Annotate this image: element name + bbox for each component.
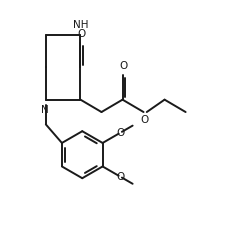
Text: O: O [141, 115, 149, 125]
Text: O: O [78, 29, 86, 39]
Text: O: O [116, 128, 124, 138]
Text: O: O [116, 172, 124, 182]
Text: NH: NH [73, 20, 88, 30]
Text: N: N [41, 105, 48, 115]
Text: O: O [120, 61, 128, 71]
